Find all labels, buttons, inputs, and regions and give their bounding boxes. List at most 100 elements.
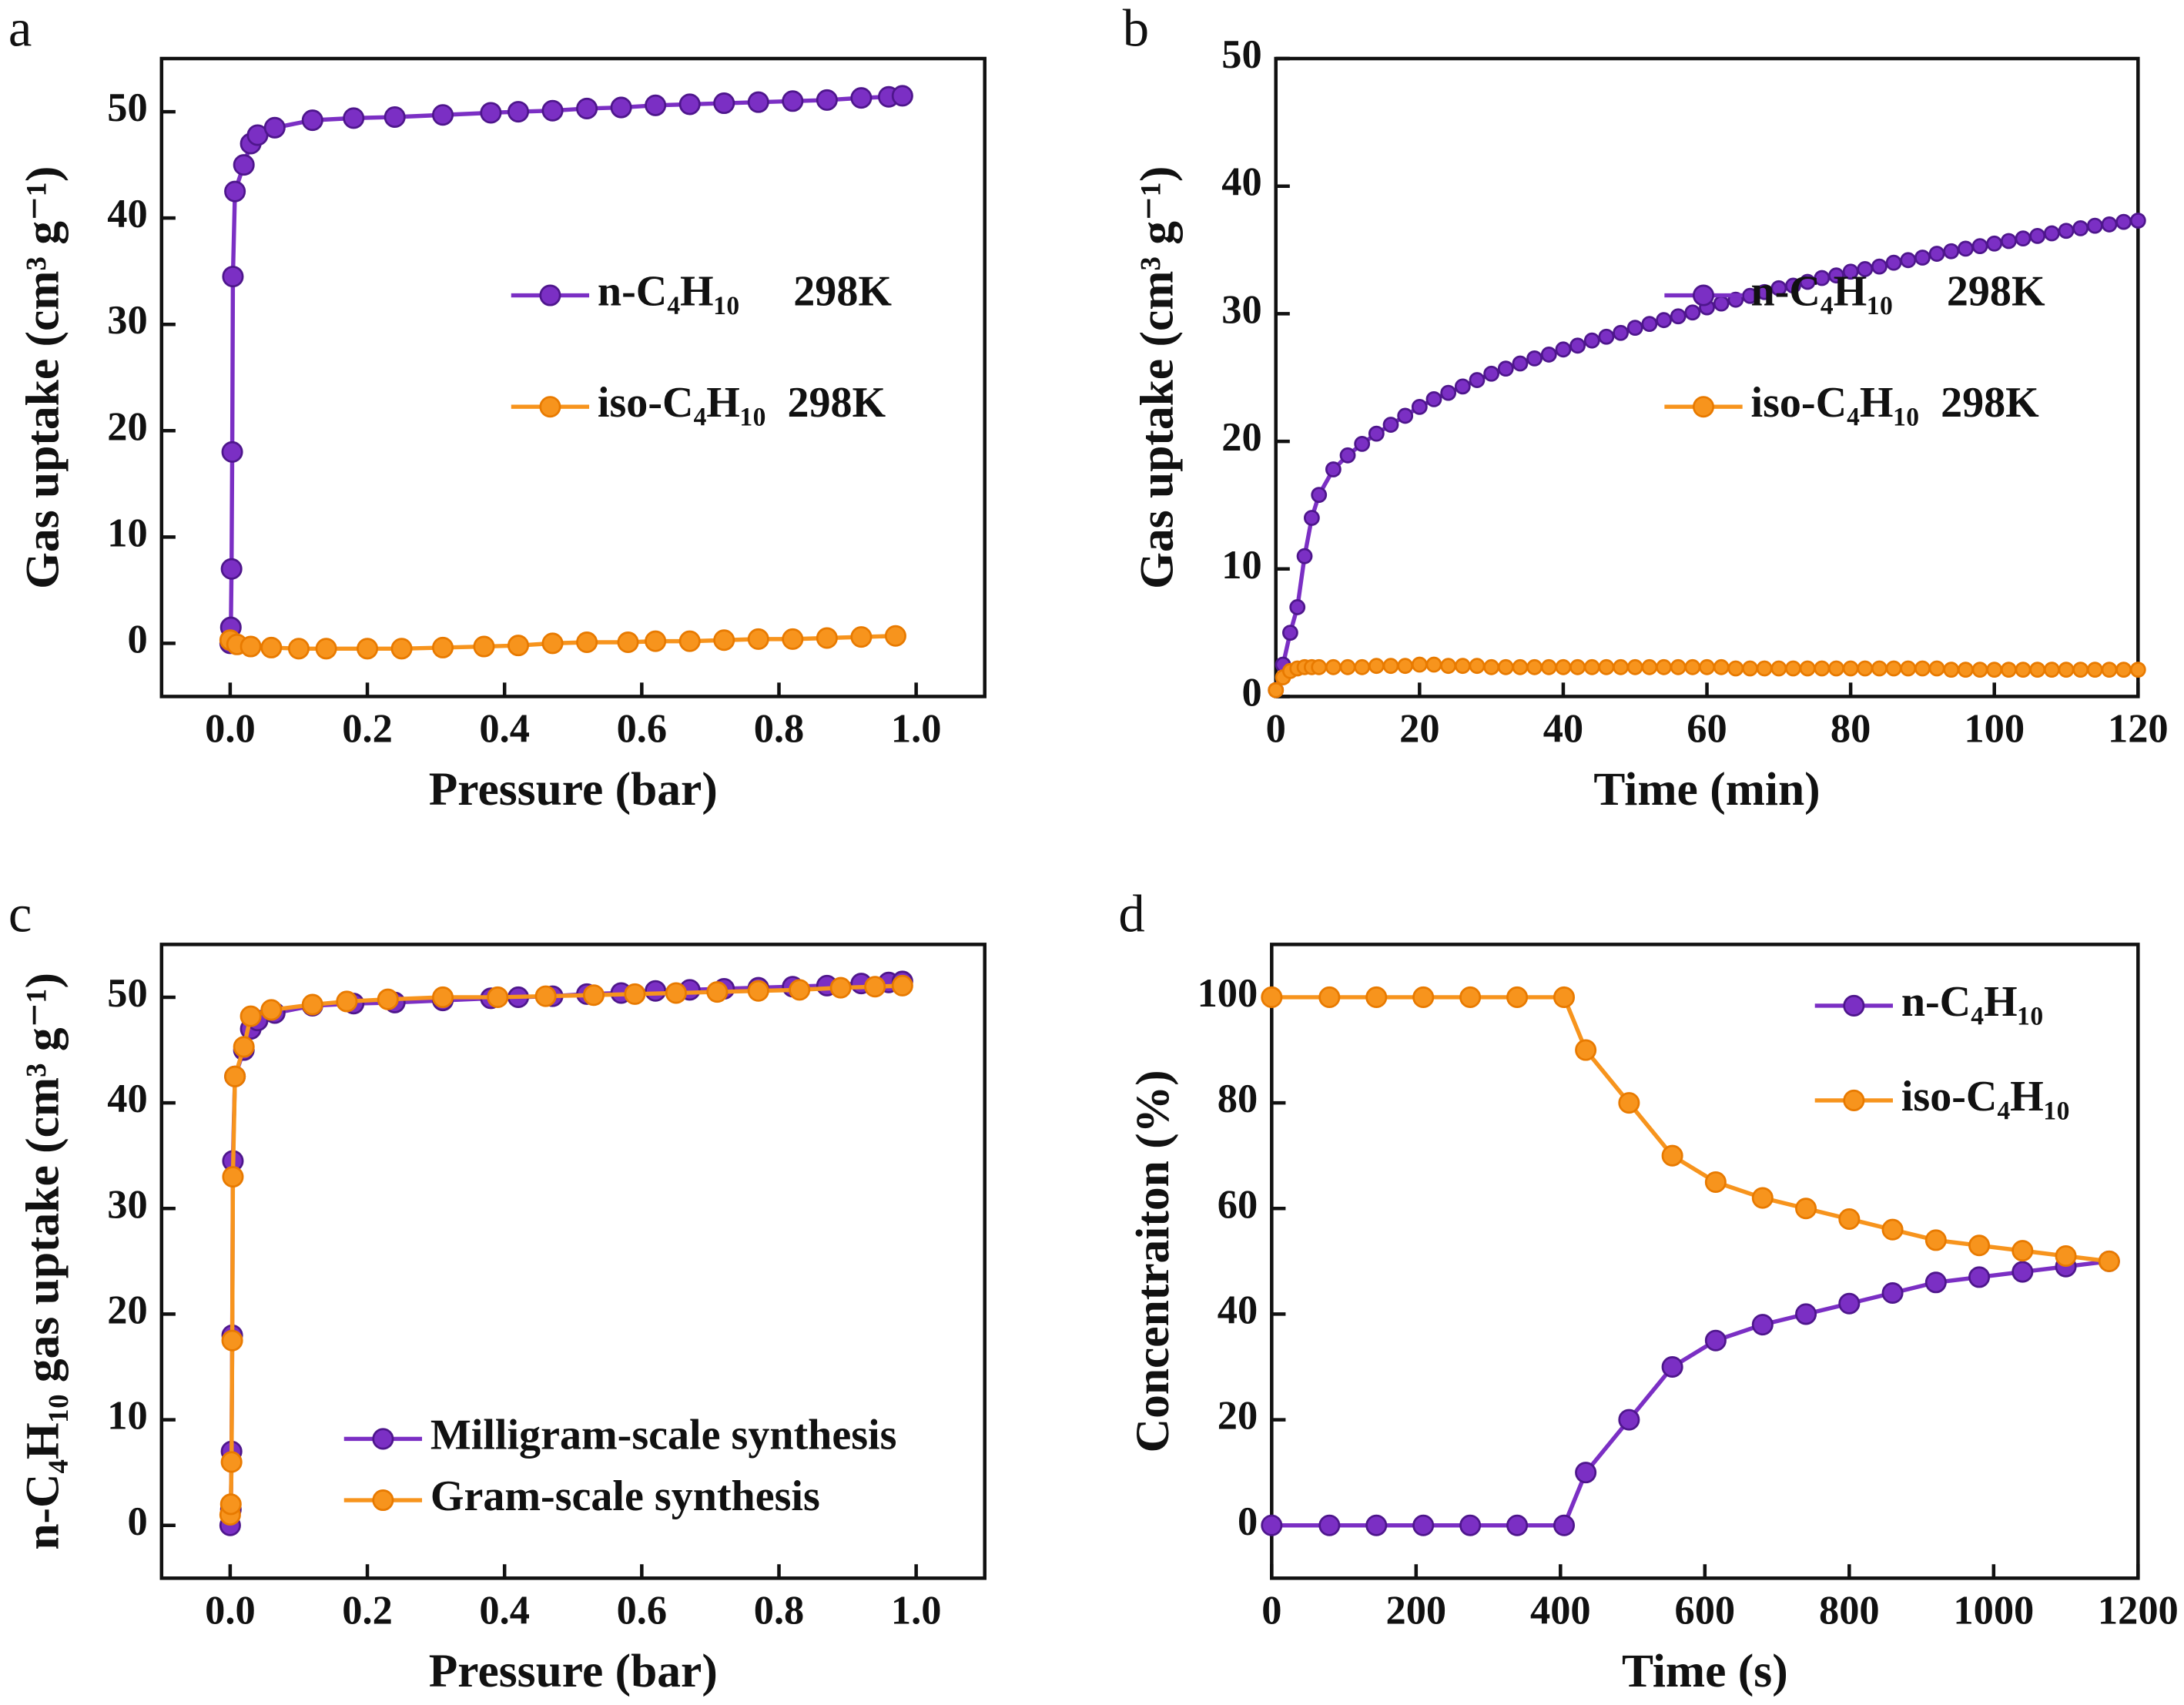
data-point (1354, 435, 1371, 452)
data-point (610, 96, 632, 119)
plot-frame (159, 56, 986, 698)
data-point (1661, 1355, 1683, 1378)
data-point (233, 1036, 255, 1058)
panel-letter: c (8, 885, 32, 943)
data-point (343, 107, 365, 129)
legend-marker (539, 396, 561, 418)
y-tick-label: 20 (107, 404, 147, 449)
panel-letter: d (1118, 885, 1144, 943)
data-point (1526, 658, 1543, 675)
x-tick-label: 400 (1530, 1588, 1591, 1633)
data-point (263, 116, 286, 139)
data-point (1968, 1234, 1991, 1257)
data-point (2129, 213, 2146, 229)
data-point (678, 630, 701, 652)
legend-label: iso-C₄H₁₀ 298K (1751, 379, 2040, 427)
data-point (224, 1065, 246, 1087)
data-point (1900, 252, 1917, 269)
data-point (1838, 1208, 1861, 1230)
data-point (645, 630, 667, 652)
data-point (1318, 986, 1341, 1008)
legend-marker (1843, 994, 1865, 1017)
y-tick-label: 10 (107, 1394, 147, 1439)
y-tick-label: 0 (1241, 670, 1261, 715)
data-point (2011, 1240, 2034, 1262)
x-tick-label: 0.6 (617, 1588, 668, 1633)
x-tick-label: 200 (1385, 1588, 1446, 1633)
data-point (357, 638, 379, 660)
y-tick-label: 20 (107, 1288, 147, 1332)
data-point (2129, 662, 2146, 678)
data-point (1483, 365, 1500, 382)
data-point (1795, 1303, 1817, 1325)
data-point (1751, 1187, 1774, 1209)
y-tick-label: 0 (128, 1499, 148, 1544)
data-point (1814, 660, 1831, 677)
data-point (1699, 658, 1715, 675)
data-point (221, 1329, 243, 1352)
data-point (1928, 660, 1945, 677)
data-point (541, 99, 564, 122)
data-point (336, 990, 358, 1013)
data-point (747, 980, 769, 1002)
legend-label: Milligram-scale synthesis (430, 1411, 897, 1459)
data-point (2055, 1244, 2077, 1268)
data-point (1440, 658, 1457, 675)
data-point (1756, 283, 1773, 300)
data-point (1354, 658, 1371, 675)
data-point (1553, 986, 1576, 1008)
data-point (2029, 227, 2046, 244)
data-point (1382, 417, 1399, 433)
data-point (1311, 487, 1328, 504)
data-point (260, 636, 283, 658)
x-axis-label: Pressure (bar) (429, 1645, 718, 1697)
x-axis-label: Pressure (bar) (429, 763, 718, 816)
data-point (1583, 332, 1600, 349)
data-point (2058, 662, 2075, 678)
data-point (301, 109, 323, 132)
y-tick-label: 30 (1221, 287, 1261, 332)
y-tick-label: 10 (1221, 543, 1261, 588)
data-point (2086, 217, 2103, 234)
data-point (624, 983, 646, 1005)
data-point (2000, 233, 2017, 250)
data-point (222, 1166, 244, 1188)
data-point (576, 97, 598, 119)
data-point (1751, 1314, 1774, 1336)
data-point (301, 993, 323, 1016)
legend-label: n-C₄H₁₀ (1901, 978, 2043, 1026)
data-point (816, 89, 838, 111)
data-point (1598, 328, 1615, 345)
data-point (1968, 1266, 1991, 1288)
data-point (2043, 662, 2060, 678)
data-point (2115, 662, 2132, 678)
data-point (1704, 1329, 1727, 1352)
data-point (789, 979, 811, 1001)
data-point (222, 266, 244, 288)
data-point (816, 627, 838, 649)
data-point (1397, 407, 1414, 424)
data-point (678, 93, 701, 116)
data-point (1540, 347, 1557, 363)
data-point (1684, 658, 1701, 675)
panel: a 0.0 0.2 0.4 0.6 0.8 1.0 0 10 20 30 40 50 Pressure (… (8, 0, 986, 816)
data-point (2058, 223, 2075, 240)
data-point (850, 87, 873, 109)
x-tick-label: 800 (1819, 1588, 1880, 1633)
x-axis-label: Time (s) (1622, 1645, 1788, 1697)
legend-label: iso-C₄H₁₀ (1901, 1073, 2070, 1120)
data-point (1469, 658, 1486, 675)
y-tick-label: 60 (1218, 1182, 1258, 1227)
panel-letter: b (1123, 0, 1149, 57)
legend-marker (1692, 284, 1715, 306)
data-point (1425, 391, 1442, 407)
data-point (1311, 658, 1328, 675)
data-point (1871, 258, 1888, 275)
legend-marker (1843, 1089, 1865, 1111)
data-point (1411, 656, 1428, 673)
data-point (480, 102, 502, 124)
data-point (240, 635, 262, 658)
x-tick-label: 0 (1266, 706, 1286, 751)
data-point (645, 94, 667, 116)
